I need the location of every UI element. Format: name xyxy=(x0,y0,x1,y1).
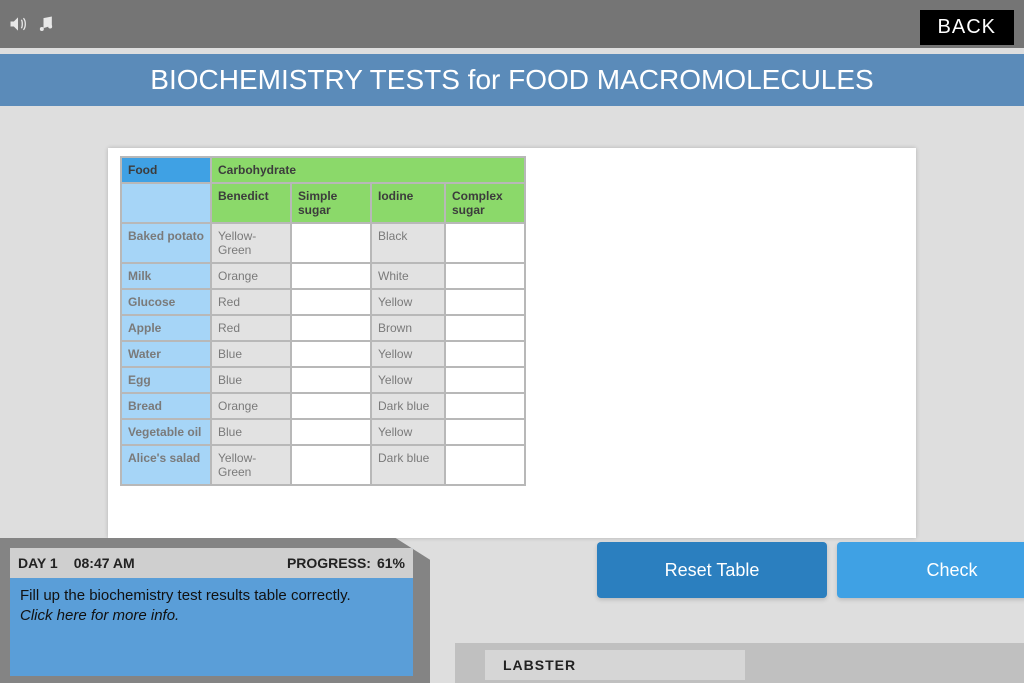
table-row: MilkOrange White xyxy=(121,263,525,289)
cell-iodine: Yellow xyxy=(371,341,445,367)
cell-food: Glucose xyxy=(121,289,211,315)
cell-iodine: Black xyxy=(371,223,445,263)
cell-complex-sugar[interactable] xyxy=(445,445,525,485)
cell-benedict: Orange xyxy=(211,263,291,289)
cell-food: Milk xyxy=(121,263,211,289)
cell-iodine: Yellow xyxy=(371,367,445,393)
cell-food: Alice's salad xyxy=(121,445,211,485)
cell-food: Baked potato xyxy=(121,223,211,263)
header-iodine: Iodine xyxy=(371,183,445,223)
cell-complex-sugar[interactable] xyxy=(445,289,525,315)
cell-food: Egg xyxy=(121,367,211,393)
status-day: DAY 1 xyxy=(18,555,58,571)
status-progress-value: 61% xyxy=(377,555,405,571)
cell-simple-sugar[interactable] xyxy=(291,445,371,485)
back-button[interactable]: BACK xyxy=(920,10,1014,45)
cell-iodine: Brown xyxy=(371,315,445,341)
header-complex-sugar: Complex sugar xyxy=(445,183,525,223)
cell-simple-sugar[interactable] xyxy=(291,289,371,315)
status-panel: DAY 1 08:47 AM PROGRESS: 61% Fill up the… xyxy=(0,538,430,683)
cell-benedict: Blue xyxy=(211,341,291,367)
cell-simple-sugar[interactable] xyxy=(291,419,371,445)
cell-food: Water xyxy=(121,341,211,367)
cell-food: Bread xyxy=(121,393,211,419)
reset-table-button[interactable]: Reset Table xyxy=(597,542,827,598)
cell-benedict: Yellow-Green xyxy=(211,445,291,485)
cell-simple-sugar[interactable] xyxy=(291,367,371,393)
cell-benedict: Blue xyxy=(211,419,291,445)
status-message: Fill up the biochemistry test results ta… xyxy=(20,586,403,606)
brand-label: LABSTER xyxy=(485,650,745,680)
cell-benedict: Yellow-Green xyxy=(211,223,291,263)
table-row: Vegetable oilBlue Yellow xyxy=(121,419,525,445)
table-row: Baked potatoYellow-Green Black xyxy=(121,223,525,263)
status-bar: DAY 1 08:47 AM PROGRESS: 61% xyxy=(10,548,413,578)
brand-bar: LABSTER xyxy=(455,643,1024,683)
page-title: BIOCHEMISTRY TESTS for FOOD MACROMOLECUL… xyxy=(0,54,1024,106)
action-buttons: Reset Table Check xyxy=(597,542,1024,598)
cell-simple-sugar[interactable] xyxy=(291,223,371,263)
cell-simple-sugar[interactable] xyxy=(291,393,371,419)
cell-iodine: Yellow xyxy=(371,419,445,445)
table-row: WaterBlue Yellow xyxy=(121,341,525,367)
results-table: Food Carbohydrate Benedict Simple sugar … xyxy=(120,156,526,486)
header-carbohydrate: Carbohydrate xyxy=(211,157,525,183)
cell-complex-sugar[interactable] xyxy=(445,341,525,367)
cell-complex-sugar[interactable] xyxy=(445,223,525,263)
cell-benedict: Orange xyxy=(211,393,291,419)
header-empty xyxy=(121,183,211,223)
cell-complex-sugar[interactable] xyxy=(445,367,525,393)
cell-food: Apple xyxy=(121,315,211,341)
table-row: AppleRed Brown xyxy=(121,315,525,341)
cell-complex-sugar[interactable] xyxy=(445,315,525,341)
sound-icon[interactable] xyxy=(8,14,28,34)
table-row: BreadOrange Dark blue xyxy=(121,393,525,419)
check-button[interactable]: Check xyxy=(837,542,1024,598)
cell-complex-sugar[interactable] xyxy=(445,393,525,419)
cell-benedict: Red xyxy=(211,315,291,341)
cell-iodine: Dark blue xyxy=(371,445,445,485)
cell-simple-sugar[interactable] xyxy=(291,341,371,367)
cell-food: Vegetable oil xyxy=(121,419,211,445)
cell-iodine: White xyxy=(371,263,445,289)
cell-simple-sugar[interactable] xyxy=(291,263,371,289)
content-card: Food Carbohydrate Benedict Simple sugar … xyxy=(108,148,916,538)
cell-iodine: Yellow xyxy=(371,289,445,315)
header-benedict: Benedict xyxy=(211,183,291,223)
header-food: Food xyxy=(121,157,211,183)
table-row: EggBlue Yellow xyxy=(121,367,525,393)
status-progress-label: PROGRESS: xyxy=(287,555,371,571)
status-time: 08:47 AM xyxy=(74,555,135,571)
cell-benedict: Blue xyxy=(211,367,291,393)
music-icon[interactable] xyxy=(36,14,56,34)
table-row: GlucoseRed Yellow xyxy=(121,289,525,315)
cell-benedict: Red xyxy=(211,289,291,315)
cell-iodine: Dark blue xyxy=(371,393,445,419)
cell-complex-sugar[interactable] xyxy=(445,263,525,289)
cell-simple-sugar[interactable] xyxy=(291,315,371,341)
table-row: Alice's saladYellow-Green Dark blue xyxy=(121,445,525,485)
header-simple-sugar: Simple sugar xyxy=(291,183,371,223)
topbar: BACK xyxy=(0,0,1024,48)
cell-complex-sugar[interactable] xyxy=(445,419,525,445)
status-inner: DAY 1 08:47 AM PROGRESS: 61% Fill up the… xyxy=(10,548,413,676)
more-info-link[interactable]: Click here for more info. xyxy=(20,606,403,626)
